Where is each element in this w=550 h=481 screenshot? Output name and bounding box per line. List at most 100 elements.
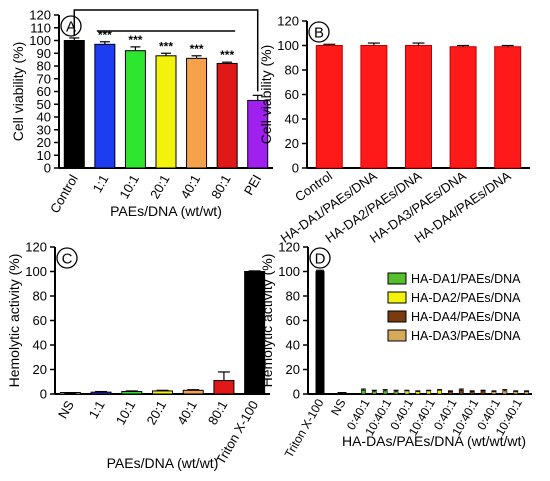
- bar: [494, 46, 522, 169]
- bar: [491, 391, 497, 395]
- bar: [524, 391, 529, 395]
- y-tick-label: 110: [30, 20, 51, 35]
- bar: [404, 390, 410, 395]
- legend-swatch: [387, 272, 407, 285]
- bar: [315, 45, 343, 169]
- x-tick-label: 10:1: [113, 398, 139, 427]
- bar: [437, 390, 442, 395]
- bar: [405, 45, 432, 169]
- y-tick-label: 120: [25, 240, 47, 255]
- legend-swatch: [387, 329, 407, 342]
- x-tick-label: Control: [47, 172, 81, 216]
- y-tick-label: 40: [37, 110, 51, 125]
- bar: [449, 46, 477, 169]
- bar: [315, 271, 325, 395]
- bar: [448, 391, 453, 395]
- chart-panel-c: 0 20 40 60 80 100 120 C Hemolytic activity (%) NS…: [6, 240, 270, 471]
- legend-label: HA-DA1/PAEs/DNA: [411, 272, 521, 286]
- y-tick-label: 30: [37, 122, 51, 137]
- legend-label: HA-DA2/PAEs/DNA: [411, 291, 521, 305]
- bar: [426, 390, 432, 395]
- bar: [415, 391, 421, 395]
- panel-label: D: [315, 251, 326, 268]
- bar: [186, 57, 208, 169]
- y-tick-label: 20: [285, 136, 299, 151]
- legend: HA-DA1/PAEs/DNA HA-DA2/PAEs/DNA HA-DA4/PAE…: [387, 272, 521, 343]
- y-tick-label: 80: [286, 289, 300, 304]
- significance-label: ***: [98, 28, 112, 42]
- bar: [469, 391, 475, 395]
- x-axis-label: PAEs/DNA (wt/wt): [110, 203, 222, 219]
- y-tick-label: 60: [285, 87, 299, 102]
- significance-label: ***: [159, 39, 173, 53]
- y-axis-label: Hemolytic activity (%): [6, 254, 22, 388]
- bar: [182, 389, 204, 395]
- x-tick-label: 40:1: [178, 172, 204, 201]
- y-axis-label: Cell viability (%): [258, 45, 274, 145]
- x-tick-label: NS: [55, 398, 77, 421]
- x-tick-label: 20:1: [147, 172, 173, 201]
- y-tick-label: 20: [286, 362, 300, 377]
- legend-label: HA-DA4/PAEs/DNA: [411, 310, 521, 324]
- y-axis-label: Hemolytic activity (%): [259, 254, 275, 388]
- bar: [155, 55, 177, 169]
- x-tick-label: 10:1: [116, 172, 142, 201]
- bar: [513, 391, 519, 395]
- bar: [382, 390, 388, 395]
- y-tick-label: 40: [285, 112, 299, 127]
- y-tick-label: 50: [37, 97, 51, 112]
- x-tick-label: 80:1: [208, 172, 234, 201]
- legend-swatch: [387, 310, 407, 323]
- y-tick-label: 80: [285, 63, 299, 78]
- y-tick-label: 60: [286, 313, 300, 328]
- x-axis-label: HA-DAs/PAEs/DNA (wt/wt/wt): [342, 433, 526, 449]
- y-tick-label: 100: [278, 264, 300, 279]
- y-tick-label: 90: [37, 46, 51, 61]
- y-tick-label: 60: [33, 313, 47, 328]
- y-axis-label: Cell viability (%): [10, 42, 26, 142]
- y-tick-label: 120: [29, 8, 51, 23]
- bar: [152, 390, 173, 395]
- y-tick-label: 60: [37, 84, 51, 99]
- significance-label: ***: [220, 48, 234, 62]
- bar: [94, 43, 116, 169]
- bar: [361, 390, 366, 395]
- panel-label: B: [314, 25, 324, 42]
- bar: [213, 380, 235, 395]
- y-tick-label: 0: [293, 387, 300, 402]
- y-tick-label: 120: [278, 240, 300, 255]
- y-tick-label: 0: [44, 161, 51, 176]
- y-tick-label: 70: [37, 71, 51, 86]
- x-tick-label: 40:1: [174, 398, 200, 427]
- panel-label: A: [66, 19, 76, 36]
- y-tick-label: 100: [29, 33, 51, 48]
- bar: [124, 50, 146, 169]
- chart-panel-d: 0 20 40 60 80 100 120 D Hemolytic activity (%) Tr…: [259, 240, 532, 460]
- x-tick-label: NS: [328, 397, 348, 418]
- legend-swatch: [387, 291, 407, 304]
- legend-label: HA-DA3/PAEs/DNA: [411, 329, 521, 343]
- panel-label-circle: [309, 247, 331, 269]
- bar: [360, 45, 388, 169]
- y-tick-label: 40: [33, 338, 47, 353]
- panel-label-circle: [308, 21, 330, 43]
- y-tick-label: 40: [286, 338, 300, 353]
- y-tick-label: 80: [33, 289, 47, 304]
- y-tick-label: 20: [37, 135, 51, 150]
- y-tick-label: 100: [277, 38, 299, 53]
- significance-label: ***: [128, 33, 142, 47]
- x-tick-label: 1:1: [86, 398, 108, 421]
- x-tick-label: Triton X-100: [282, 396, 327, 460]
- bar: [90, 391, 112, 395]
- y-tick-label: 0: [292, 161, 299, 176]
- bar: [371, 391, 377, 395]
- bar: [458, 390, 464, 395]
- y-tick-label: 20: [33, 362, 47, 377]
- bar: [216, 62, 238, 169]
- comparison-bracket: [73, 9, 259, 92]
- bar: [502, 390, 508, 395]
- panel-label: C: [62, 251, 73, 268]
